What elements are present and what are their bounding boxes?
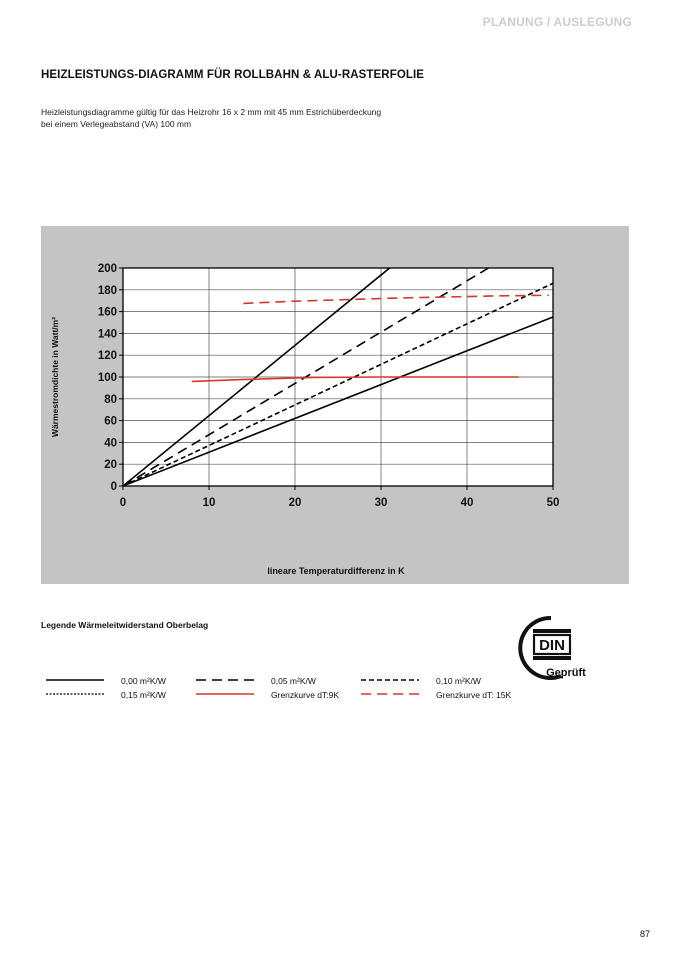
legend-swatch	[196, 679, 254, 681]
y-tick-label: 180	[98, 285, 117, 297]
heat-output-chart: 0 20 40 60 80 100 120 140 160 180 200 0 10 20 30 40 50 W…	[50, 263, 560, 576]
din-caption: Geprüft	[546, 667, 586, 679]
legend-label: 0,00 m²K/W	[121, 676, 166, 686]
legend-label: Grenzkurve dT:9K	[271, 690, 340, 700]
legend-label: 0,05 m²K/W	[271, 676, 316, 686]
legend-item: 0,15 m²K/W	[41, 689, 211, 703]
tick-labels: 0 20 40 60 80 100 120 140 160 180 200 0 10 20 30 40 50	[98, 263, 560, 509]
chart-panel: 0 20 40 60 80 100 120 140 160 180 200 0 10 20 30 40 50 W…	[41, 226, 629, 584]
section-header: PLANUNG / AUSLEGUNG	[482, 15, 632, 29]
intro-line-1: Heizleistungsdiagramme gültig für das He…	[41, 107, 382, 117]
y-tick-label: 20	[104, 459, 117, 471]
legend-item: Grenzkurve dT: 15K	[356, 689, 526, 703]
legend-swatch	[361, 693, 419, 695]
legend-label: 0,15 m²K/W	[121, 690, 166, 700]
legend-label: Grenzkurve dT: 15K	[436, 690, 512, 700]
legend-swatch	[361, 679, 419, 681]
page-number: 87	[639, 929, 650, 939]
x-tick-label: 20	[289, 497, 302, 509]
page-title: HEIZLEISTUNGS-DIAGRAMM FÜR ROLLBAHN & AL…	[41, 69, 425, 81]
y-tick-label: 0	[111, 481, 117, 493]
series-line-4	[122, 316, 554, 487]
x-tick-label: 40	[461, 497, 474, 509]
x-tick-label: 50	[547, 497, 560, 509]
y-tick-label: 200	[98, 263, 117, 275]
legend-swatch	[46, 693, 104, 695]
y-tick-label: 120	[98, 350, 117, 362]
x-tick-label: 30	[375, 497, 388, 509]
series-line-6	[243, 294, 549, 305]
din-approval-badge: DIN Geprüft	[513, 612, 589, 689]
y-tick-label: 80	[104, 394, 117, 406]
legend-item: Grenzkurve dT:9K	[191, 689, 361, 703]
legend-item: 0,00 m²K/W	[41, 675, 211, 689]
legend-title: Legende Wärmeleitwiderstand Oberbelag	[41, 620, 209, 630]
y-tick-label: 60	[104, 416, 117, 428]
y-tick-label: 160	[98, 307, 117, 319]
y-tick-label: 100	[98, 372, 117, 384]
series-line-1	[122, 267, 391, 487]
y-axis-label: Wärmestromdichte in Watt/m²	[50, 317, 60, 437]
din-logo-icon: DIN Geprüft	[518, 615, 586, 680]
series-line-3	[122, 282, 554, 487]
legend-item: 0,05 m²K/W	[191, 675, 361, 689]
series-line-5	[191, 376, 519, 383]
x-tick-label: 10	[203, 497, 216, 509]
legend-swatch	[196, 693, 254, 695]
legend-swatch	[46, 679, 104, 681]
x-axis-label: lineare Temperaturdifferenz in K	[267, 566, 405, 576]
y-tick-label: 40	[104, 437, 117, 449]
y-tick-label: 140	[98, 328, 117, 340]
x-tick-label: 0	[120, 497, 126, 509]
din-logo-text: DIN	[539, 637, 565, 654]
series-group	[122, 267, 554, 487]
intro-text: Heizleistungsdiagramme gültig für das He…	[41, 106, 381, 130]
legend-item: 0,10 m²K/W	[356, 675, 526, 689]
legend-label: 0,10 m²K/W	[436, 676, 481, 686]
intro-line-2: bei einem Verlegeabstand (VA) 100 mm	[41, 119, 192, 129]
